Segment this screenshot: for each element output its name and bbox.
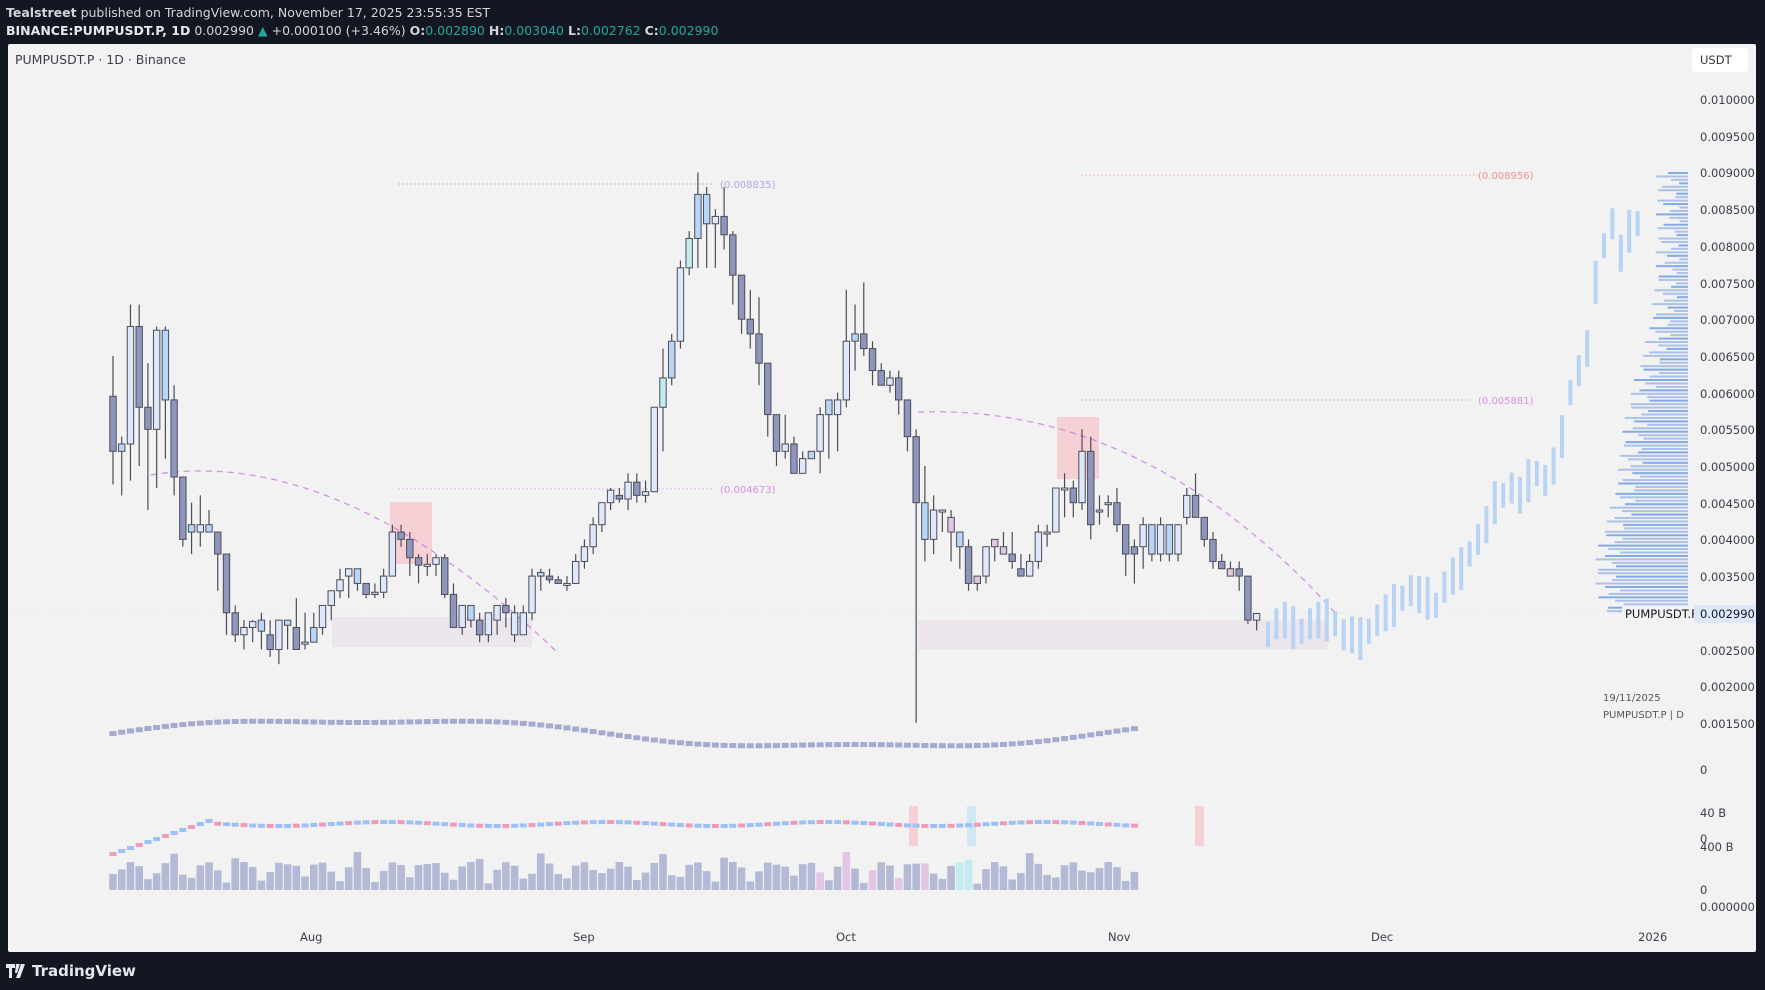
price-tick: 0.006000 (1700, 386, 1755, 401)
price-tick: 0.006500 (1700, 349, 1755, 364)
pane-axis-label: 0.000000 (1700, 900, 1755, 914)
publish-line: Tealstreet published on TradingView.com,… (6, 4, 718, 22)
svg-text:(0.008835): (0.008835) (720, 180, 776, 191)
ohlc-line: BINANCE:PUMPUSDT.P, 1D 0.002990 ▲ +0.000… (6, 22, 718, 40)
close-label: C: (644, 23, 659, 38)
brand-name: TradingView (32, 962, 136, 980)
time-tick: Dec (1371, 930, 1394, 944)
last-price-label: 0.002990 (1694, 605, 1756, 623)
pane-axis-label: 40 B (1700, 806, 1727, 820)
high-value: 0.003040 (504, 23, 564, 38)
publish-header: Tealstreet published on TradingView.com,… (6, 4, 718, 40)
price-tick: 0.008500 (1700, 203, 1755, 218)
time-tick: Sep (573, 930, 595, 944)
price-tick: 0.010000 (1700, 93, 1755, 107)
price-tick: 0.007500 (1700, 276, 1755, 291)
price-tick: 0.002500 (1700, 643, 1755, 658)
time-tick: Aug (300, 930, 323, 944)
publisher-name[interactable]: Tealstreet (6, 5, 77, 20)
close-value: 0.002990 (658, 23, 719, 38)
up-arrow-icon: ▲ (257, 23, 268, 38)
chart-title: PUMPUSDT.P · 1D · Binance (15, 52, 186, 67)
price-tick: 0.004500 (1700, 496, 1755, 511)
svg-text:(0.004673): (0.004673) (720, 485, 776, 496)
high-label: H: (488, 23, 505, 38)
price-tick: 0.004000 (1700, 533, 1755, 548)
pane-axis-label: 0 (1700, 883, 1708, 897)
svg-text:(0.005881): (0.005881) (1478, 396, 1534, 407)
tradingview-logo[interactable]: TradingView (6, 962, 136, 980)
price-tick: 0.005500 (1700, 423, 1755, 438)
price-tick: 0.005000 (1700, 460, 1755, 474)
time-tick: Oct (836, 930, 856, 944)
price-tick: 0.009000 (1700, 166, 1755, 181)
svg-text:(0.008956): (0.008956) (1478, 171, 1534, 182)
price-tick: 0.009500 (1700, 129, 1755, 144)
watermark-date: 19/11/2025 (1603, 693, 1661, 704)
price-tick: 0.007000 (1700, 313, 1755, 328)
low-label: L: (567, 23, 581, 38)
open-label: O: (409, 23, 426, 38)
time-tick: 2026 (1638, 930, 1668, 944)
time-tick: Nov (1108, 930, 1131, 944)
chart-panel[interactable]: (0.008835) (0.004673) (0.005881) (0.008956)… (8, 44, 1756, 952)
price-tick: 0.003500 (1700, 570, 1755, 585)
price-chart-canvas[interactable]: (0.008835) (0.004673) (0.005881) (0.008956) (8, 44, 1756, 952)
pane-axis-label: 0 (1700, 763, 1708, 777)
price-change: +0.000100 (+3.46%) (271, 23, 406, 38)
watermark-symbol: PUMPUSDT.P | D (1603, 710, 1684, 721)
published-text: published on TradingView.com, November 1… (80, 5, 491, 20)
low-value: 0.002762 (580, 23, 641, 38)
tradingview-logo-icon (6, 964, 25, 978)
pane-axis-label: 0 (1700, 832, 1708, 846)
symbol-label: BINANCE:PUMPUSDT.P, 1D (6, 23, 191, 38)
pane-axis-label: 400 B (1700, 840, 1734, 854)
currency-selector[interactable]: USDT (1692, 48, 1748, 72)
last-symbol-label: PUMPUSDT.P (1622, 606, 1702, 622)
price-tick: 0.002000 (1700, 680, 1755, 695)
last-price: 0.002990 (194, 23, 254, 38)
open-value: 0.002890 (425, 23, 485, 38)
price-tick: 0.001500 (1700, 716, 1755, 731)
price-tick: 0.008000 (1700, 239, 1755, 254)
